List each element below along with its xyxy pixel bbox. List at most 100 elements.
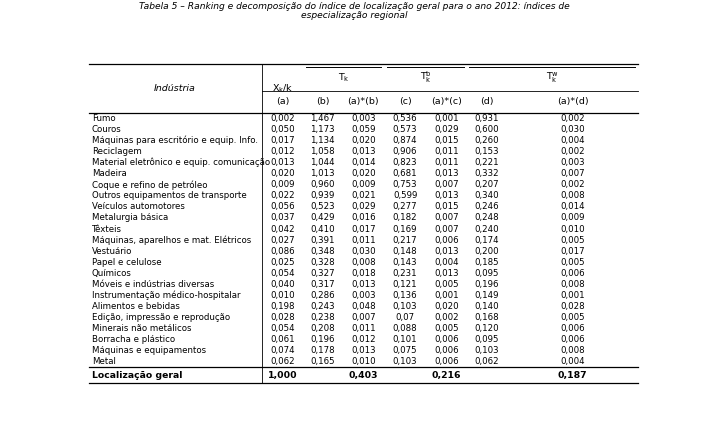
Text: 0,207: 0,207 — [475, 180, 499, 189]
Text: 0,410: 0,410 — [311, 224, 335, 234]
Text: 0,006: 0,006 — [434, 357, 459, 366]
Text: 0,240: 0,240 — [475, 224, 499, 234]
Text: 0,178: 0,178 — [311, 346, 335, 355]
Text: 0,004: 0,004 — [434, 258, 459, 267]
Text: 0,005: 0,005 — [560, 258, 585, 267]
Text: 0,037: 0,037 — [270, 214, 295, 223]
Text: 0,960: 0,960 — [311, 180, 335, 189]
Text: 0,030: 0,030 — [560, 125, 585, 134]
Text: 0,008: 0,008 — [351, 258, 376, 267]
Text: 0,208: 0,208 — [311, 324, 335, 333]
Text: Madeira: Madeira — [92, 169, 127, 178]
Text: 0,008: 0,008 — [560, 191, 585, 200]
Text: 0,174: 0,174 — [475, 235, 499, 244]
Text: (a)*(b): (a)*(b) — [347, 97, 379, 107]
Text: 0,328: 0,328 — [311, 258, 335, 267]
Text: 0,004: 0,004 — [560, 357, 585, 366]
Text: 0,028: 0,028 — [270, 313, 295, 322]
Text: 0,005: 0,005 — [560, 235, 585, 244]
Text: 0,013: 0,013 — [434, 169, 459, 178]
Text: 0,086: 0,086 — [270, 247, 295, 256]
Text: 0,013: 0,013 — [434, 247, 459, 256]
Text: especialização regional: especialização regional — [301, 11, 408, 20]
Text: 0,003: 0,003 — [560, 158, 585, 167]
Text: 0,020: 0,020 — [434, 302, 459, 311]
Text: 0,010: 0,010 — [270, 291, 295, 300]
Text: 0,001: 0,001 — [560, 291, 585, 300]
Text: Metalurgia básica: Metalurgia básica — [92, 214, 168, 223]
Text: 0,248: 0,248 — [475, 214, 499, 223]
Text: 0,011: 0,011 — [434, 158, 459, 167]
Text: Minerais não metálicos: Minerais não metálicos — [92, 324, 191, 333]
Text: 0,059: 0,059 — [351, 125, 376, 134]
Text: 0,008: 0,008 — [560, 280, 585, 289]
Text: 0,006: 0,006 — [560, 269, 585, 278]
Text: Veículos automotores: Veículos automotores — [92, 202, 185, 211]
Text: 0,054: 0,054 — [270, 324, 295, 333]
Text: Metal: Metal — [92, 357, 116, 366]
Text: 0,018: 0,018 — [351, 269, 376, 278]
Text: 0,931: 0,931 — [475, 114, 499, 123]
Text: 0,536: 0,536 — [393, 114, 418, 123]
Text: 0,216: 0,216 — [432, 371, 461, 380]
Text: 0,332: 0,332 — [475, 169, 499, 178]
Text: 0,011: 0,011 — [351, 235, 376, 244]
Text: 0,001: 0,001 — [434, 114, 459, 123]
Text: (a): (a) — [276, 97, 289, 107]
Text: 0,003: 0,003 — [351, 114, 376, 123]
Text: 0,286: 0,286 — [311, 291, 335, 300]
Text: 0,246: 0,246 — [475, 202, 499, 211]
Text: 0,823: 0,823 — [393, 158, 418, 167]
Text: 0,001: 0,001 — [434, 291, 459, 300]
Text: 0,317: 0,317 — [311, 280, 335, 289]
Text: Máquinas, aparelhos e mat. Elétricos: Máquinas, aparelhos e mat. Elétricos — [92, 235, 251, 245]
Text: 0,277: 0,277 — [393, 202, 418, 211]
Text: 0,006: 0,006 — [560, 324, 585, 333]
Text: 0,136: 0,136 — [393, 291, 418, 300]
Text: 0,185: 0,185 — [475, 258, 499, 267]
Text: Máquinas para escritório e equip. Info.: Máquinas para escritório e equip. Info. — [92, 136, 258, 145]
Text: Máquinas e equipamentos: Máquinas e equipamentos — [92, 346, 206, 355]
Text: 0,002: 0,002 — [434, 313, 459, 322]
Text: Reciclagem: Reciclagem — [92, 147, 142, 156]
Text: 0,120: 0,120 — [475, 324, 499, 333]
Text: Edição, impressão e reprodução: Edição, impressão e reprodução — [92, 313, 230, 322]
Text: 1,134: 1,134 — [311, 136, 335, 145]
Text: Papel e celulose: Papel e celulose — [92, 258, 162, 267]
Text: 0,021: 0,021 — [351, 191, 376, 200]
Text: 0,007: 0,007 — [560, 169, 585, 178]
Text: 0,403: 0,403 — [349, 371, 378, 380]
Text: 0,020: 0,020 — [270, 169, 295, 178]
Text: 0,017: 0,017 — [270, 136, 295, 145]
Text: 0,020: 0,020 — [351, 169, 376, 178]
Text: 0,148: 0,148 — [393, 247, 418, 256]
Text: Químicos: Químicos — [92, 269, 132, 278]
Text: 0,939: 0,939 — [311, 191, 335, 200]
Text: $\mathregular{T^w_k}$: $\mathregular{T^w_k}$ — [546, 70, 559, 85]
Text: 0,009: 0,009 — [560, 214, 585, 223]
Text: 0,013: 0,013 — [351, 346, 376, 355]
Text: Tabela 5 – Ranking e decomposição do índice de localização geral para o ano 2012: Tabela 5 – Ranking e decomposição do índ… — [139, 2, 570, 11]
Text: 0,095: 0,095 — [475, 335, 499, 344]
Text: 0,005: 0,005 — [560, 313, 585, 322]
Text: 0,002: 0,002 — [270, 114, 295, 123]
Text: 0,029: 0,029 — [351, 202, 376, 211]
Text: 0,221: 0,221 — [475, 158, 499, 167]
Text: 0,029: 0,029 — [434, 125, 459, 134]
Text: 0,061: 0,061 — [270, 335, 295, 344]
Text: 0,006: 0,006 — [560, 335, 585, 344]
Text: $\mathregular{T^b_k}$: $\mathregular{T^b_k}$ — [420, 70, 431, 85]
Text: 0,042: 0,042 — [270, 224, 295, 234]
Text: 0,168: 0,168 — [475, 313, 499, 322]
Text: 0,007: 0,007 — [434, 224, 459, 234]
Text: (d): (d) — [480, 97, 493, 107]
Text: 0,103: 0,103 — [475, 346, 499, 355]
Text: 0,753: 0,753 — [393, 180, 418, 189]
Text: 0,009: 0,009 — [351, 180, 376, 189]
Text: 0,005: 0,005 — [434, 280, 459, 289]
Text: 0,025: 0,025 — [270, 258, 295, 267]
Text: 0,013: 0,013 — [351, 147, 376, 156]
Text: 0,169: 0,169 — [393, 224, 418, 234]
Text: Outros equipamentos de transporte: Outros equipamentos de transporte — [92, 191, 247, 200]
Text: 1,173: 1,173 — [311, 125, 335, 134]
